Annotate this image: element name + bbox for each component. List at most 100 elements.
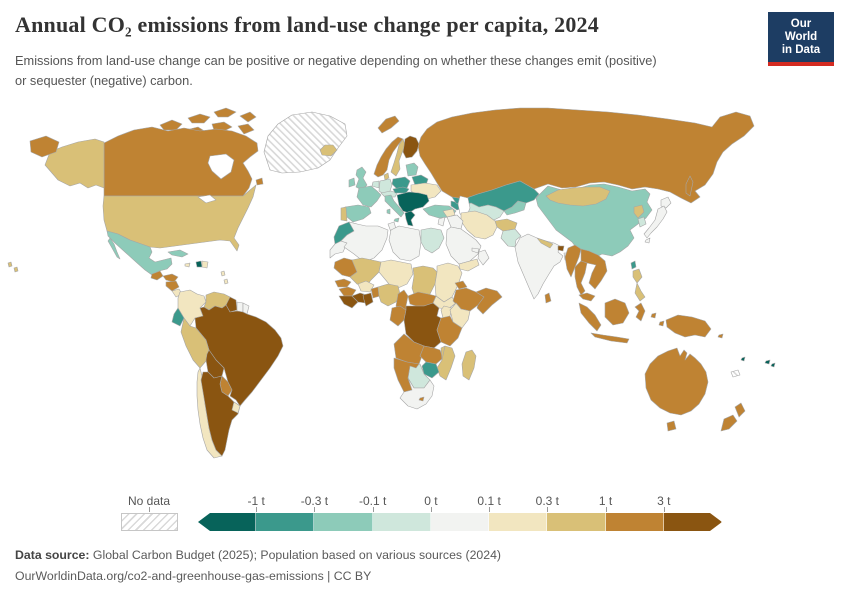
country-iran[interactable] [460, 210, 498, 240]
country-argentina[interactable] [200, 371, 241, 457]
country-italy-sardinia[interactable] [386, 208, 391, 215]
country-sri-lanka[interactable] [544, 292, 552, 304]
country-baltic-states[interactable] [405, 162, 419, 177]
license-link[interactable]: OurWorldinData.org/co2-and-greenhouse-ga… [15, 569, 372, 583]
country-new-zealand-north[interactable] [734, 402, 746, 418]
country-switzerland-austria[interactable] [380, 190, 398, 198]
country-senegal[interactable] [334, 278, 352, 288]
country-guatemala[interactable] [150, 270, 164, 281]
country-iceland[interactable] [319, 144, 338, 157]
legend-bin-1[interactable] [256, 513, 314, 531]
country-new-zealand-south[interactable] [720, 414, 738, 432]
country-italy-sicily[interactable] [393, 217, 400, 223]
country-russia-chukotka[interactable] [29, 135, 60, 158]
country-canada[interactable] [103, 126, 259, 197]
country-czechia-slovakia[interactable] [392, 186, 410, 194]
country-balkans[interactable] [396, 191, 430, 214]
country-guinea[interactable] [338, 286, 357, 297]
country-malaysia[interactable] [578, 292, 596, 302]
country-somalia[interactable] [475, 287, 503, 315]
country-papua-new-guinea[interactable] [665, 314, 712, 338]
country-cuba[interactable] [167, 249, 189, 258]
country-greenland[interactable] [263, 111, 348, 174]
country-fiji[interactable] [770, 362, 776, 368]
country-fiji[interactable] [764, 359, 771, 365]
country-solomon-islands[interactable] [717, 333, 724, 339]
country-tanzania[interactable] [436, 315, 463, 347]
country-indonesia-moluccas[interactable] [658, 320, 665, 327]
country-united-kingdom[interactable] [355, 166, 368, 191]
country-bhutan[interactable] [557, 245, 565, 252]
country-nigeria[interactable] [377, 283, 401, 307]
country-indonesia-sulawesi[interactable] [634, 302, 646, 322]
country-united-states-hawaii[interactable] [7, 261, 13, 268]
country-canada[interactable] [239, 111, 257, 123]
country-denmark[interactable] [383, 172, 390, 181]
legend-bin-7[interactable] [606, 513, 664, 531]
country-mongolia[interactable] [545, 186, 611, 207]
country-lesser-antilles[interactable] [220, 270, 226, 277]
country-nepal[interactable] [536, 237, 554, 249]
legend-bin-4[interactable] [431, 513, 489, 531]
country-togo-benin[interactable] [370, 286, 381, 299]
country-canada[interactable] [237, 123, 255, 135]
country-guyana[interactable] [225, 296, 238, 313]
country-canada[interactable] [255, 177, 264, 186]
country-lesser-antilles[interactable] [223, 278, 229, 285]
country-iraq[interactable] [446, 214, 464, 230]
country-united-states-hawaii[interactable] [13, 266, 19, 273]
country-western-sahara[interactable] [329, 240, 348, 259]
country-india[interactable] [514, 233, 564, 300]
country-russia-novaya-zemlya[interactable] [377, 115, 400, 134]
country-mali[interactable] [349, 257, 382, 289]
legend-no-data-swatch[interactable] [121, 513, 178, 531]
country-indonesia-java[interactable] [590, 332, 630, 344]
country-australia[interactable] [644, 347, 709, 416]
country-canada[interactable] [187, 113, 211, 124]
country-afghanistan[interactable] [494, 218, 518, 232]
country-jamaica[interactable] [184, 262, 191, 268]
country-madagascar[interactable] [461, 349, 477, 381]
country-greece[interactable] [404, 210, 416, 227]
country-haiti[interactable] [195, 260, 203, 268]
legend-bin-2[interactable] [314, 513, 372, 531]
country-canada[interactable] [159, 119, 183, 131]
country-kyrgyzstan-tajikistan[interactable] [503, 200, 527, 216]
country-libya[interactable] [388, 225, 422, 262]
country-ecuador[interactable] [171, 307, 185, 327]
country-finland[interactable] [402, 135, 420, 159]
country-russia-sakhalin[interactable] [685, 175, 694, 197]
country-south-korea[interactable] [637, 216, 647, 228]
country-norway[interactable] [373, 136, 404, 178]
country-jordan-israel[interactable] [437, 216, 446, 227]
country-north-korea[interactable] [633, 204, 645, 219]
country-zimbabwe[interactable] [421, 361, 440, 379]
country-japan-hokkaido[interactable] [660, 196, 672, 209]
country-taiwan[interactable] [630, 260, 637, 270]
country-belarus[interactable] [411, 174, 429, 186]
country-thailand[interactable] [574, 260, 588, 296]
country-zambia[interactable] [419, 345, 444, 365]
country-philippines[interactable] [632, 268, 646, 302]
country-mexico-baja[interactable] [107, 237, 121, 260]
country-egypt[interactable] [420, 227, 445, 254]
country-spain[interactable] [344, 204, 372, 223]
country-congo-gabon[interactable] [389, 305, 407, 327]
country-france[interactable] [356, 185, 382, 208]
legend-color-bar[interactable] [198, 513, 722, 531]
country-syria[interactable] [442, 208, 456, 218]
country-vanuatu[interactable] [740, 356, 746, 362]
legend-bin-6[interactable] [547, 513, 605, 531]
country-portugal[interactable] [340, 206, 348, 222]
country-canada[interactable] [213, 107, 237, 118]
country-dominican-republic[interactable] [201, 260, 209, 269]
country-nicaragua[interactable] [165, 280, 180, 292]
country-indonesia-borneo[interactable] [604, 298, 630, 326]
country-niger[interactable] [378, 259, 414, 289]
country-japan-kyushu[interactable] [644, 237, 651, 244]
country-indonesia-sumatra[interactable] [578, 302, 602, 332]
country-benelux[interactable] [371, 180, 380, 189]
country-kenya[interactable] [449, 302, 471, 329]
country-mexico[interactable] [106, 230, 173, 276]
country-japan[interactable] [643, 205, 668, 239]
